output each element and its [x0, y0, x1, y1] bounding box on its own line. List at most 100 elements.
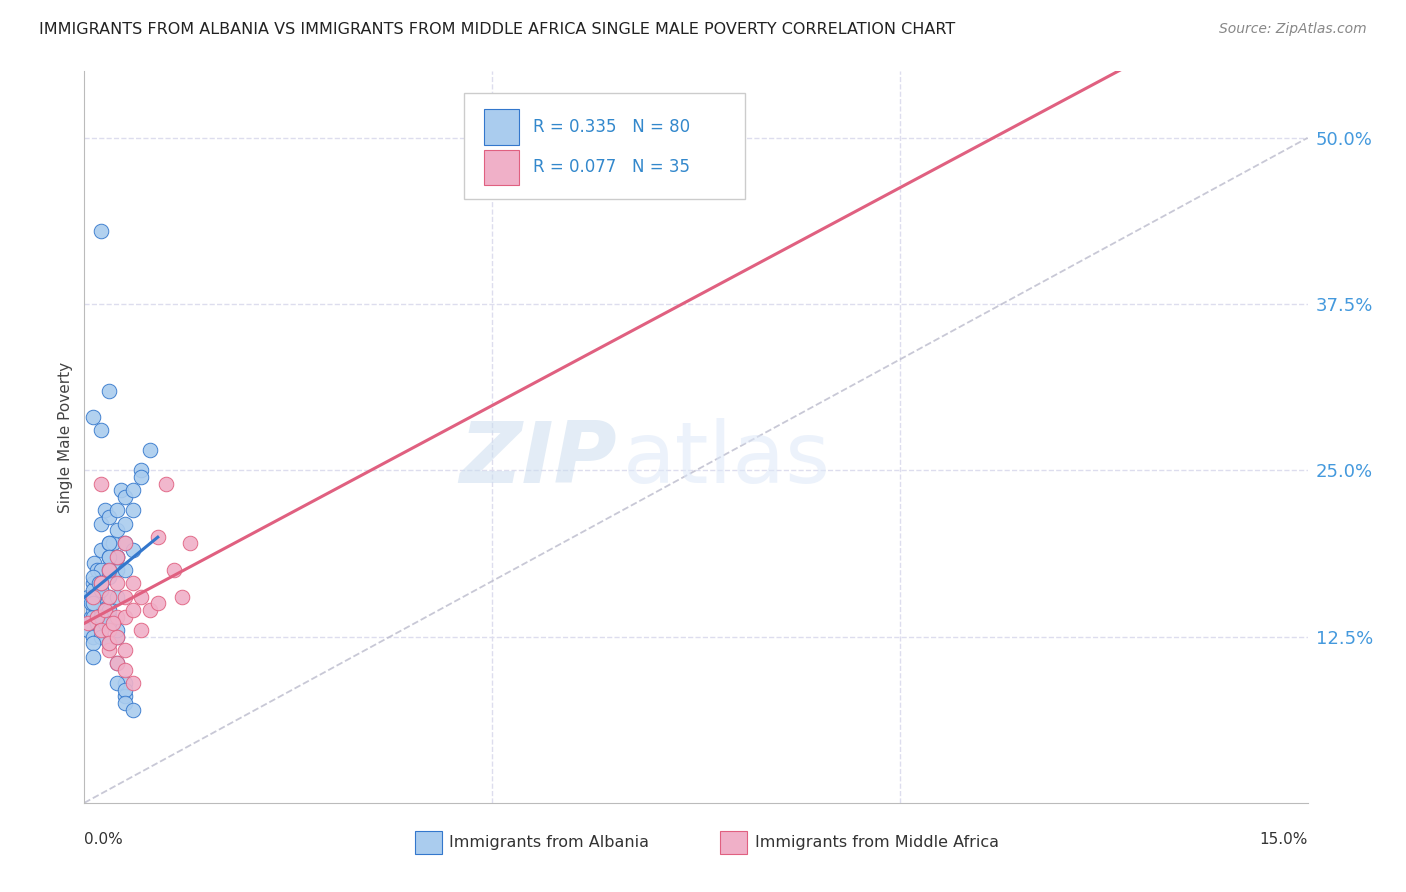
Point	[105, 630, 128, 644]
Text: ZIP: ZIP	[458, 417, 616, 500]
Text: Immigrants from Middle Africa: Immigrants from Middle Africa	[755, 835, 998, 850]
Point	[179, 536, 201, 550]
Point	[97, 616, 120, 631]
Point	[105, 676, 128, 690]
Point	[114, 682, 136, 697]
Text: Immigrants from Albania: Immigrants from Albania	[449, 835, 650, 850]
Point	[97, 643, 120, 657]
Point	[105, 503, 128, 517]
Point	[97, 563, 120, 577]
Point	[114, 536, 136, 550]
Point	[97, 636, 120, 650]
Point	[77, 623, 100, 637]
Point	[146, 530, 169, 544]
Point	[83, 557, 105, 571]
Bar	[484, 110, 519, 145]
Point	[131, 470, 153, 484]
Point	[122, 543, 145, 558]
Point	[90, 424, 112, 438]
Point	[90, 516, 112, 531]
Point	[90, 630, 112, 644]
Point	[90, 576, 112, 591]
Point	[97, 590, 120, 604]
Point	[82, 603, 104, 617]
Point	[97, 563, 120, 577]
Point	[97, 549, 120, 564]
Point	[97, 590, 120, 604]
Point	[101, 616, 124, 631]
Point	[97, 384, 120, 398]
Point	[86, 623, 108, 637]
Point	[97, 549, 120, 564]
Point	[90, 576, 112, 591]
Point	[86, 563, 108, 577]
Point	[93, 603, 115, 617]
Point	[90, 543, 112, 558]
Point	[114, 536, 136, 550]
Point	[105, 656, 128, 670]
Point	[114, 590, 136, 604]
Point	[122, 676, 145, 690]
Point	[97, 609, 120, 624]
Y-axis label: Single Male Poverty: Single Male Poverty	[58, 361, 73, 513]
Point	[122, 503, 145, 517]
Point	[90, 582, 112, 597]
Point	[80, 609, 103, 624]
Point	[138, 603, 160, 617]
Point	[93, 616, 115, 631]
Point	[131, 463, 153, 477]
Point	[163, 563, 186, 577]
Bar	[415, 830, 441, 854]
Point	[82, 590, 104, 604]
Point	[114, 676, 136, 690]
Point	[97, 609, 120, 624]
Point	[105, 523, 128, 537]
Point	[122, 603, 145, 617]
Point	[114, 490, 136, 504]
Point	[97, 623, 120, 637]
Text: Source: ZipAtlas.com: Source: ZipAtlas.com	[1219, 22, 1367, 37]
Point	[90, 563, 112, 577]
Point	[105, 549, 128, 564]
Point	[82, 609, 104, 624]
Point	[97, 603, 120, 617]
Point	[97, 616, 120, 631]
Point	[83, 590, 105, 604]
Point	[138, 443, 160, 458]
Point	[82, 649, 104, 664]
Point	[90, 609, 112, 624]
Point	[82, 636, 104, 650]
Point	[114, 643, 136, 657]
Point	[90, 623, 112, 637]
Text: 15.0%: 15.0%	[1260, 832, 1308, 847]
Point	[105, 623, 128, 637]
Point	[82, 596, 104, 610]
Point	[114, 563, 136, 577]
Point	[97, 609, 120, 624]
Point	[101, 536, 124, 550]
Point	[82, 410, 104, 425]
Point	[114, 663, 136, 677]
Point	[93, 503, 115, 517]
Point	[80, 596, 103, 610]
Point	[105, 609, 128, 624]
Point	[105, 656, 128, 670]
Point	[77, 590, 100, 604]
Point	[97, 536, 120, 550]
Point	[97, 509, 120, 524]
Point	[105, 576, 128, 591]
Point	[87, 576, 110, 591]
Point	[131, 623, 153, 637]
Point	[82, 582, 104, 597]
Point	[114, 609, 136, 624]
Point	[105, 590, 128, 604]
Point	[110, 483, 132, 498]
Point	[97, 636, 120, 650]
Point	[114, 696, 136, 710]
Point	[97, 536, 120, 550]
Point	[114, 516, 136, 531]
Point	[86, 616, 108, 631]
Point	[86, 609, 108, 624]
Point	[105, 563, 128, 577]
Point	[82, 576, 104, 591]
